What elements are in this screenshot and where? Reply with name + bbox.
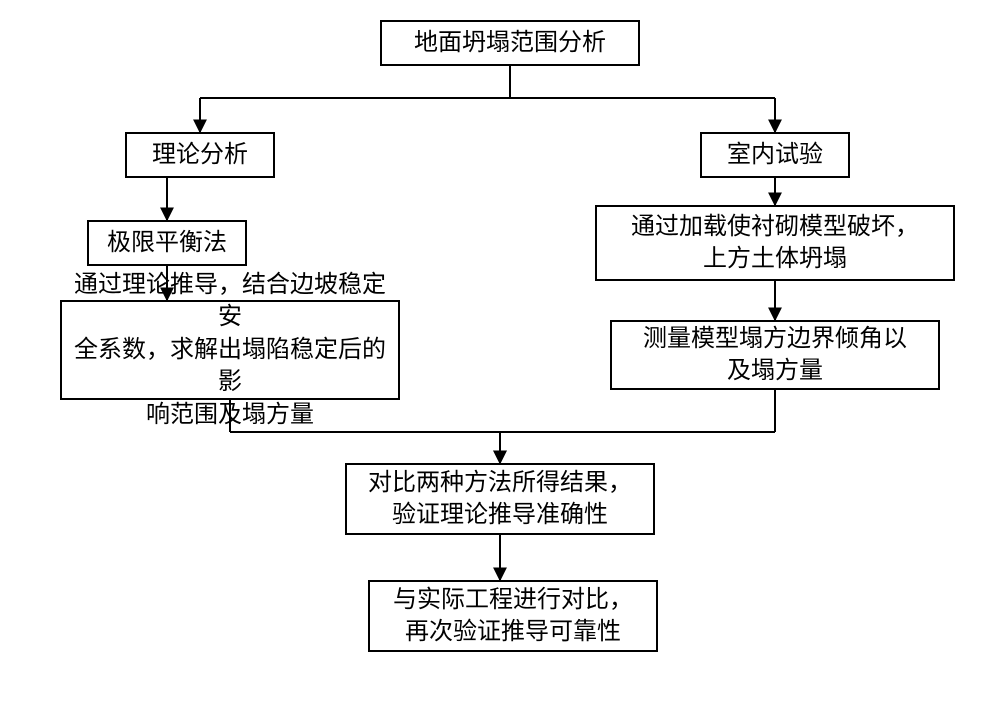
flow-node-label: 通过理论推导，结合边坡稳定安 全系数，求解出塌陷稳定后的影 响范围及塌方量 bbox=[72, 269, 388, 431]
flow-node-right_c: 测量模型塌方边界倾角以 及塌方量 bbox=[610, 320, 940, 390]
flow-node-label: 测量模型塌方边界倾角以 及塌方量 bbox=[643, 323, 907, 388]
flow-node-label: 地面坍塌范围分析 bbox=[414, 27, 606, 59]
flow-node-left_a: 理论分析 bbox=[125, 132, 275, 178]
flow-node-right_a: 室内试验 bbox=[700, 132, 850, 178]
flow-node-root: 地面坍塌范围分析 bbox=[380, 20, 640, 66]
flow-node-label: 与实际工程进行对比， 再次验证推导可靠性 bbox=[393, 584, 633, 649]
flow-node-label: 极限平衡法 bbox=[107, 227, 227, 259]
flow-node-label: 通过加载使衬砌模型破坏， 上方土体坍塌 bbox=[631, 211, 919, 276]
flowchart-canvas: 地面坍塌范围分析理论分析 室内试验极限平衡法 通过加载使衬砌模型破坏， 上方土体坍塌… bbox=[0, 0, 1000, 720]
flow-node-right_b: 通过加载使衬砌模型破坏， 上方土体坍塌 bbox=[595, 205, 955, 281]
flow-node-left_c: 通过理论推导，结合边坡稳定安 全系数，求解出塌陷稳定后的影 响范围及塌方量 bbox=[60, 300, 400, 400]
flow-node-label: 理论分析 bbox=[152, 139, 248, 171]
flow-node-left_b: 极限平衡法 bbox=[87, 220, 247, 266]
flow-node-label: 室内试验 bbox=[727, 139, 823, 171]
flow-node-label: 对比两种方法所得结果， 验证理论推导准确性 bbox=[368, 467, 632, 532]
flow-node-compare: 对比两种方法所得结果， 验证理论推导准确性 bbox=[345, 463, 655, 535]
flow-node-validate: 与实际工程进行对比， 再次验证推导可靠性 bbox=[368, 580, 658, 652]
